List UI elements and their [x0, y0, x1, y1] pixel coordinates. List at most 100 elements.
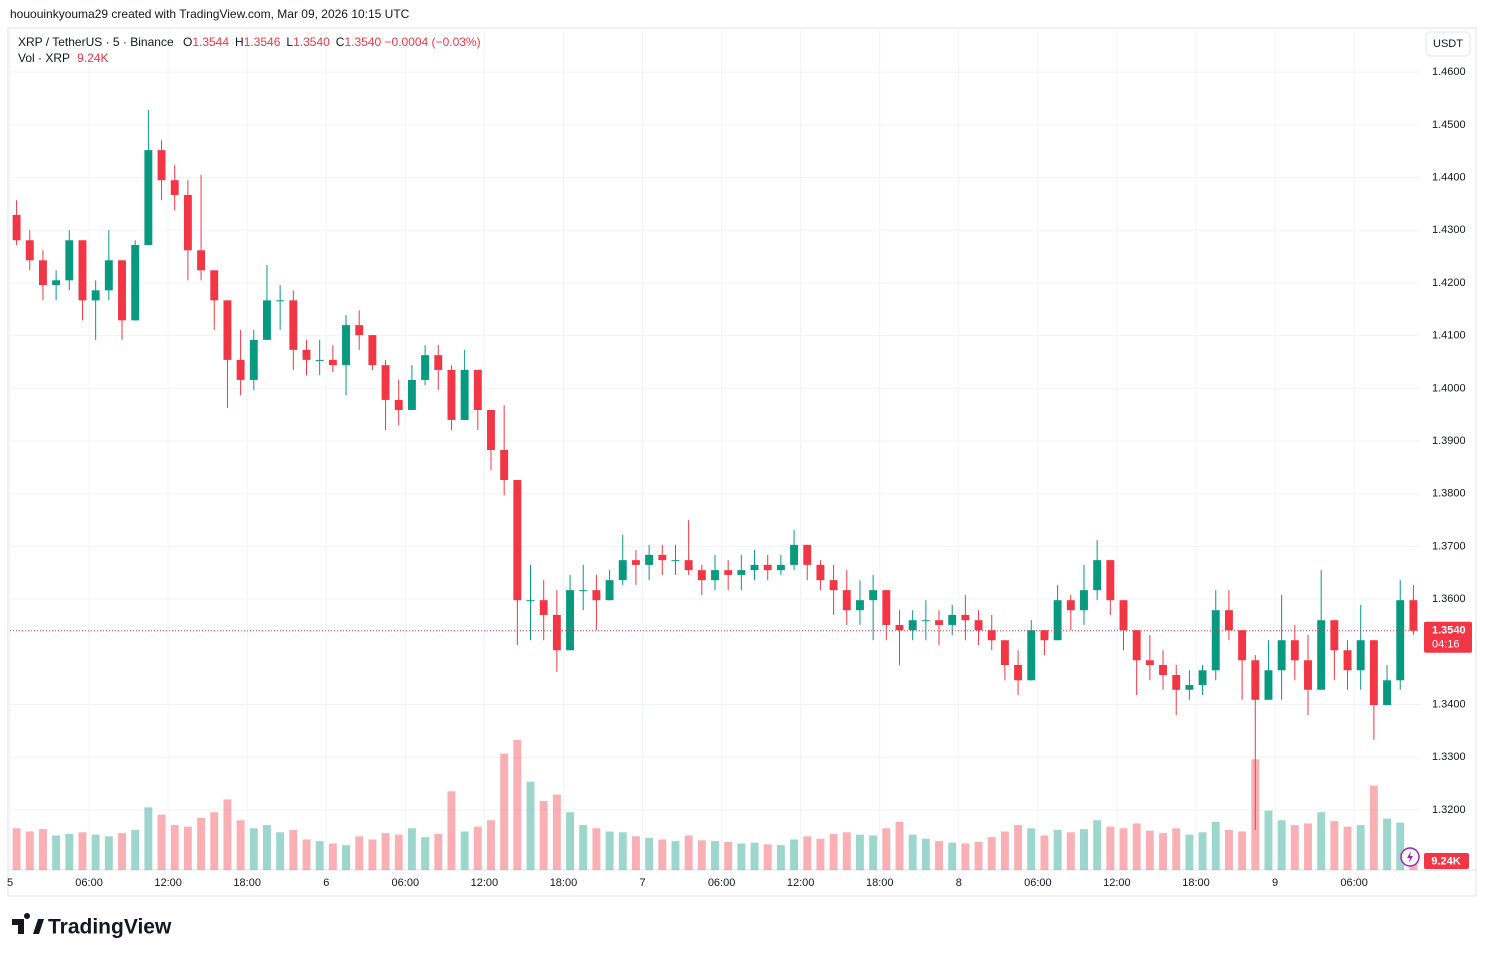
candle-body [302, 349, 311, 360]
volume-bar [1396, 822, 1405, 870]
y-tick-label: 1.3600 [1432, 593, 1466, 605]
volume-bar [289, 829, 298, 870]
volume-bar [790, 839, 799, 870]
ohlc: O1.3544 H1.3546 L1.3540 C1.3540 [177, 35, 381, 49]
candle-body [513, 480, 522, 601]
volume-bar [1000, 831, 1009, 870]
candle-body [1080, 590, 1088, 611]
candle-body [394, 399, 403, 410]
volume-bar [473, 826, 482, 870]
candle-body [170, 180, 179, 195]
candle-body [763, 564, 772, 571]
candle-body [157, 150, 166, 181]
logo[interactable]: TradingView [12, 912, 172, 939]
volume-bar [711, 841, 719, 870]
candle-body [1330, 620, 1339, 651]
candle-body [539, 600, 548, 615]
candle-body [38, 260, 47, 286]
volume-bar [526, 781, 535, 870]
candle-body [921, 620, 930, 622]
candle-body [1053, 600, 1062, 641]
volume-bar [381, 833, 390, 870]
volume-bar [935, 841, 943, 870]
candle-body [368, 335, 377, 366]
volume-bar [368, 839, 377, 870]
x-tick-label: 18:00 [550, 877, 578, 889]
candle-body [328, 359, 337, 366]
candle-body [1277, 640, 1286, 671]
volume-bar [605, 831, 614, 870]
candle-body [381, 365, 390, 400]
volume-bar [579, 825, 588, 870]
volume-bar [1066, 832, 1075, 870]
candle-body [631, 560, 640, 565]
candle-body [1093, 560, 1102, 591]
volume-bar [1159, 833, 1167, 870]
volume-bar [1014, 825, 1023, 870]
volume-bar [1330, 821, 1339, 870]
volume-bar [948, 842, 957, 870]
ohlc-value: 1.3540 [293, 35, 330, 49]
candle-body [118, 260, 126, 321]
candle-body [1198, 670, 1207, 686]
volume-bar [447, 791, 456, 870]
volume-bar [658, 839, 667, 870]
candle-body [91, 290, 100, 301]
candle-body [1159, 665, 1167, 676]
candle-body [500, 450, 509, 481]
volume-bar [500, 753, 509, 870]
x-tick-label: 18:00 [1182, 877, 1210, 889]
candle-body [1356, 640, 1365, 671]
countdown-label: 04:16 [1432, 639, 1460, 651]
ohlc-key: L [286, 35, 294, 49]
candle-body [1224, 610, 1233, 631]
volume-bar [183, 826, 192, 870]
candle-body [1369, 640, 1378, 706]
volume-bar [315, 841, 324, 870]
volume-bar [1172, 828, 1181, 870]
currency-button[interactable] [1425, 31, 1471, 57]
candle-body [1251, 660, 1260, 700]
volume-bar [737, 843, 746, 870]
alert-icon-bolt [1407, 851, 1413, 863]
volume-bar [394, 834, 403, 870]
volume-legend: Vol · XRP 9.24K [18, 51, 109, 65]
y-tick-label: 1.4400 [1432, 171, 1466, 183]
candle-body [895, 624, 904, 631]
ohlc-key: H [235, 35, 244, 49]
candle-body [421, 355, 430, 380]
y-tick-label: 1.3300 [1432, 751, 1466, 763]
volume-bar [407, 828, 416, 870]
volume-bar [1027, 828, 1036, 870]
candle-body [711, 570, 719, 581]
volume-bar [803, 836, 812, 870]
candle-body [1145, 660, 1154, 666]
candle-body [1396, 600, 1405, 681]
volume-bar [552, 794, 561, 870]
volume-bar [1290, 825, 1299, 870]
volume-bar [1317, 812, 1326, 870]
volume-bar [328, 843, 337, 870]
volume-bar [78, 832, 87, 870]
volume-bar [829, 833, 838, 870]
volume-bar [104, 836, 113, 870]
y-tick-label: 1.4600 [1432, 66, 1466, 78]
candle-body [961, 614, 970, 621]
volume-bar [1224, 829, 1233, 870]
volume-bar [816, 838, 825, 870]
candle-layer [12, 110, 1418, 830]
candle-body [856, 600, 864, 611]
candle-body [473, 369, 482, 410]
ohlc-value: 1.3540 [344, 35, 382, 49]
candle-body [671, 560, 680, 562]
volume-bar [342, 845, 350, 870]
candle-body [1185, 685, 1194, 690]
volume-bar [144, 807, 153, 870]
credit: hououinkyouma29 created with TradingView… [10, 7, 410, 21]
candle-body [724, 570, 733, 575]
volume-bar [1080, 829, 1088, 870]
symbol[interactable]: XRP / TetherUS · 5 · Binance [18, 35, 174, 49]
volume-bar [631, 836, 640, 870]
